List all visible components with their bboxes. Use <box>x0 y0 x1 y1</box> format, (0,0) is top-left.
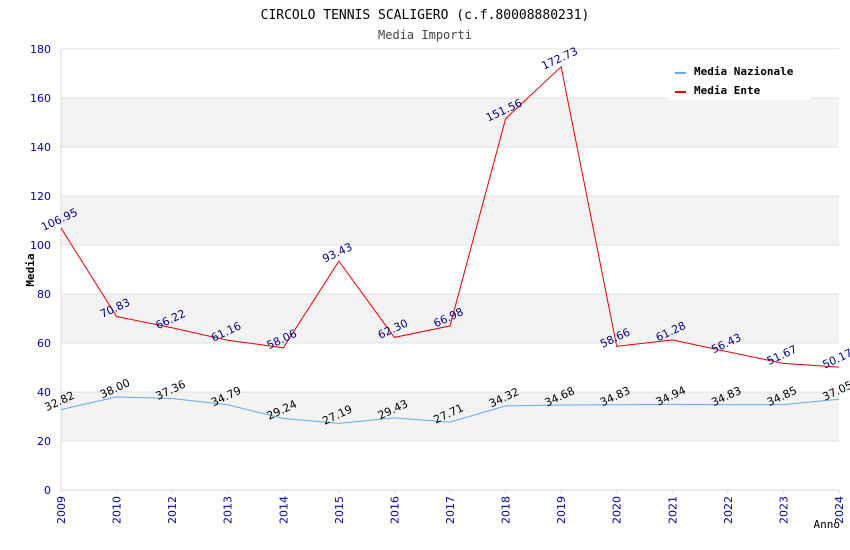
axes <box>60 49 840 493</box>
x-tick-label: 2018 <box>500 496 513 524</box>
grid-bands <box>61 98 839 441</box>
y-tick-label: 60 <box>37 337 51 350</box>
series-lines <box>60 65 840 424</box>
x-tick-label: 2010 <box>111 496 124 524</box>
y-tick-label: 120 <box>30 190 51 203</box>
x-tick-label: 2012 <box>166 496 179 524</box>
x-tick-label: 2019 <box>555 496 568 524</box>
x-tick-label: 2023 <box>777 496 790 524</box>
x-tick-label: 2021 <box>666 496 679 524</box>
x-tick-label: 2013 <box>222 496 235 524</box>
x-axis-label: Anno <box>814 518 841 531</box>
chart-title: CIRCOLO TENNIS SCALIGERO (c.f.8000888023… <box>261 8 590 23</box>
x-tick-label: 2022 <box>722 496 735 524</box>
x-tick-label: 2017 <box>444 496 457 524</box>
y-tick-label: 0 <box>44 484 51 497</box>
x-tick-label: 2014 <box>277 496 290 524</box>
y-tick-label: 140 <box>30 141 51 154</box>
x-tick-label: 2015 <box>333 496 346 524</box>
x-tick-label: 2024 <box>833 496 846 524</box>
legend-box <box>668 60 810 100</box>
x-tick-label: 2016 <box>388 496 401 524</box>
y-tick-labels: 0 20 40 60 80 100 120 140 160 180 <box>30 43 51 497</box>
grid-band <box>61 98 839 147</box>
x-tick-label: 2009 <box>55 496 68 524</box>
series-line-media-nazionale <box>60 396 840 424</box>
y-tick-label: 180 <box>30 43 51 56</box>
chart-subtitle: Media Importi <box>378 28 472 42</box>
legend: Media Nazionale Media Ente <box>668 60 810 100</box>
x-tick-labels: 2009 2010 2012 2013 2014 2015 2016 2017 2018 2019… <box>55 496 846 524</box>
y-tick-label: 160 <box>30 92 51 105</box>
series-line-media-ente <box>60 65 840 368</box>
grid-band <box>61 196 839 245</box>
legend-label-media-nazionale: Media Nazionale <box>694 65 794 78</box>
data-label: 50.17 <box>820 346 850 371</box>
x-tick-label: 2020 <box>611 496 624 524</box>
y-tick-label: 40 <box>37 386 51 399</box>
y-tick-label: 100 <box>30 239 51 252</box>
grid-band <box>61 294 839 343</box>
y-tick-label: 80 <box>37 288 51 301</box>
legend-label-media-ente: Media Ente <box>694 84 761 97</box>
y-tick-label: 20 <box>37 435 51 448</box>
gridlines <box>61 48 839 442</box>
y-axis-label: Media <box>24 253 37 286</box>
